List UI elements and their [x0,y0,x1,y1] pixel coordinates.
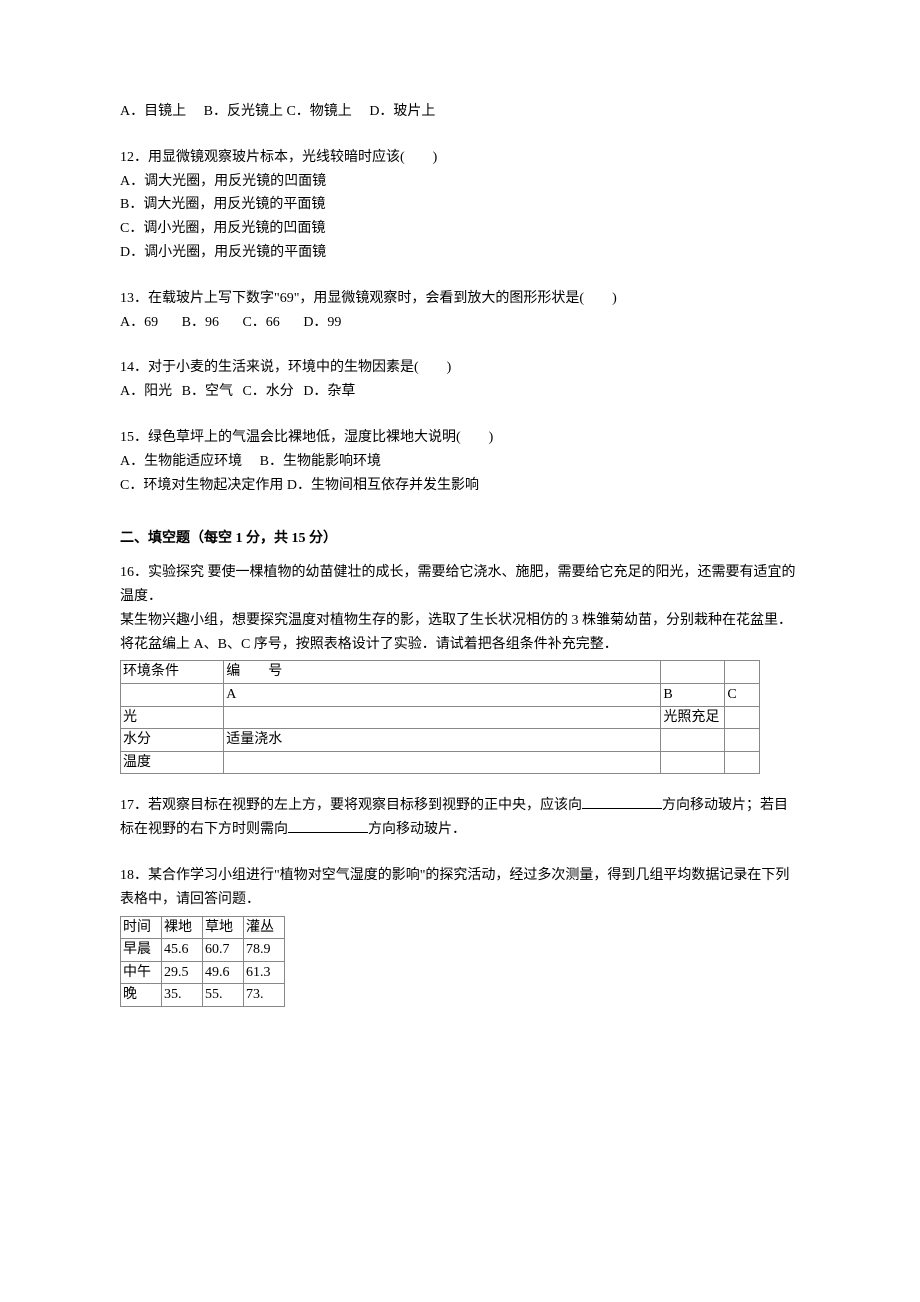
cell-empty [725,661,760,684]
cell-grass-header: 草地 [203,916,244,939]
q13-options: A．69 B．96 C．66 D．99 [120,311,800,335]
cell-empty [224,751,661,774]
q17-text-after: 方向移动玻片． [368,822,466,837]
cell-value: 35. [162,984,203,1007]
fill-blank[interactable] [582,794,662,809]
table-row: 水分 适量浇水 [121,729,760,752]
cell-col-c: C [725,683,760,706]
q14-opt-b: B．空气 [182,384,233,399]
question-15: 15．绿色草坪上的气温会比裸地低，湿度比裸地大说明( ) A．生物能适应环境 B… [120,426,800,497]
q13-opt-d: D．99 [303,315,341,330]
cell-bush-header: 灌丛 [244,916,285,939]
table-row: 晚 35. 55. 73. [121,984,285,1007]
table-row: 光 光照充足 [121,706,760,729]
q15-opts-line1: A．生物能适应环境 B．生物能影响环境 [120,450,800,474]
question-12: 12．用显微镜观察玻片标本，光线较暗时应该( ) A．调大光圈，用反光镜的凹面镜… [120,146,800,265]
cell-value: 49.6 [203,961,244,984]
q18-stem: 18．某合作学习小组进行"植物对空气湿度的影响"的探究活动，经过多次测量，得到几… [120,864,800,912]
q12-stem: 12．用显微镜观察玻片标本，光线较暗时应该( ) [120,146,800,170]
cell-value: 55. [203,984,244,1007]
q13-opt-b: B．96 [182,315,219,330]
cell-empty [661,751,725,774]
cell-time-header: 时间 [121,916,162,939]
question-14: 14．对于小麦的生活来说，环境中的生物因素是( ) A．阳光 B．空气 C．水分… [120,356,800,404]
q14-opt-c: C．水分 [242,384,293,399]
cell-water-label: 水分 [121,729,224,752]
q14-opt-d: D．杂草 [303,384,355,399]
q15-opt-a: A．生物能适应环境 [120,454,242,469]
question-18: 18．某合作学习小组进行"植物对空气湿度的影响"的探究活动，经过多次测量，得到几… [120,864,800,1007]
cell-value: 29.5 [162,961,203,984]
cell-number-header: 编 号 [224,661,661,684]
cell-water-a: 适量浇水 [224,729,661,752]
q11-opt-b: B．反光镜上 [204,104,283,119]
cell-bare-header: 裸地 [162,916,203,939]
table-row: A B C [121,683,760,706]
q11-opt-d: D．玻片上 [369,104,435,119]
q13-opt-a: A．69 [120,315,158,330]
q15-opt-d: D．生物间相互依存并发生影响 [287,478,479,493]
cell-value: 61.3 [244,961,285,984]
table-row: 环境条件 编 号 [121,661,760,684]
table-row: 时间 裸地 草地 灌丛 [121,916,285,939]
q15-opts-line2: C．环境对生物起决定作用 D．生物间相互依存并发生影响 [120,474,800,498]
q13-stem: 13．在载玻片上写下数字"69"，用显微镜观察时，会看到放大的图形形状是( ) [120,287,800,311]
cell-empty [121,683,224,706]
cell-empty [224,706,661,729]
cell-value: 73. [244,984,285,1007]
q13-opt-c: C．66 [242,315,279,330]
q16-p1: 16．实验探究 要使一棵植物的幼苗健壮的成长，需要给它浇水、施肥，需要给它充足的… [120,561,800,609]
cell-value: 45.6 [162,939,203,962]
table-row: 温度 [121,751,760,774]
q14-stem: 14．对于小麦的生活来说，环境中的生物因素是( ) [120,356,800,380]
q15-opt-c: C．环境对生物起决定作用 [120,478,283,493]
cell-morning: 早晨 [121,939,162,962]
question-13: 13．在载玻片上写下数字"69"，用显微镜观察时，会看到放大的图形形状是( ) … [120,287,800,335]
table-row: 早晨 45.6 60.7 78.9 [121,939,285,962]
q12-opt-c: C．调小光圈，用反光镜的凹面镜 [120,217,800,241]
document-page: A．目镜上 B．反光镜上 C．物镜上 D．玻片上 12．用显微镜观察玻片标本，光… [0,0,920,1071]
q16-p2: 某生物兴趣小组，想要探究温度对植物生存的影，选取了生长状况相仿的 3 株雏菊幼苗… [120,609,800,657]
cell-value: 78.9 [244,939,285,962]
question-11-options: A．目镜上 B．反光镜上 C．物镜上 D．玻片上 [120,100,800,124]
cell-light-b: 光照充足 [661,706,725,729]
cell-value: 60.7 [203,939,244,962]
cell-col-a: A [224,683,661,706]
table-row: 中午 29.5 49.6 61.3 [121,961,285,984]
q12-opt-a: A．调大光圈，用反光镜的凹面镜 [120,170,800,194]
fill-blank[interactable] [288,818,368,833]
q14-options: A．阳光 B．空气 C．水分 D．杂草 [120,380,800,404]
cell-empty [725,729,760,752]
cell-evening: 晚 [121,984,162,1007]
q17-text-before: 17．若观察目标在视野的左上方，要将观察目标移到视野的正中央，应该向 [120,798,582,813]
cell-empty [725,751,760,774]
q15-opt-b: B．生物能影响环境 [260,454,381,469]
q18-table: 时间 裸地 草地 灌丛 早晨 45.6 60.7 78.9 中午 29.5 49… [120,916,285,1007]
q16-table: 环境条件 编 号 A B C 光 光照充足 水分 适量浇水 [120,660,760,774]
question-17: 17．若观察目标在视野的左上方，要将观察目标移到视野的正中央，应该向方向移动玻片… [120,794,800,842]
q15-stem: 15．绿色草坪上的气温会比裸地低，湿度比裸地大说明( ) [120,426,800,450]
section-2-title: 二、填空题（每空 1 分，共 15 分） [120,527,800,551]
cell-noon: 中午 [121,961,162,984]
q11-opt-a: A．目镜上 [120,104,186,119]
q14-opt-a: A．阳光 [120,384,172,399]
cell-empty [661,661,725,684]
q11-opt-c: C．物镜上 [286,104,351,119]
cell-empty [661,729,725,752]
cell-env-header: 环境条件 [121,661,224,684]
cell-col-b: B [661,683,725,706]
cell-empty [725,706,760,729]
q12-opt-b: B．调大光圈，用反光镜的平面镜 [120,193,800,217]
question-16: 16．实验探究 要使一棵植物的幼苗健壮的成长，需要给它浇水、施肥，需要给它充足的… [120,561,800,774]
cell-light-label: 光 [121,706,224,729]
q12-opt-d: D．调小光圈，用反光镜的平面镜 [120,241,800,265]
cell-temp-label: 温度 [121,751,224,774]
